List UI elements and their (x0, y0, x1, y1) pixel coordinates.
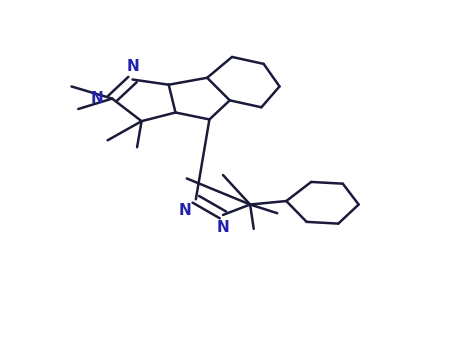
Text: N: N (91, 91, 103, 106)
Text: N: N (217, 220, 229, 235)
Text: N: N (178, 203, 191, 218)
Text: N: N (126, 59, 139, 74)
